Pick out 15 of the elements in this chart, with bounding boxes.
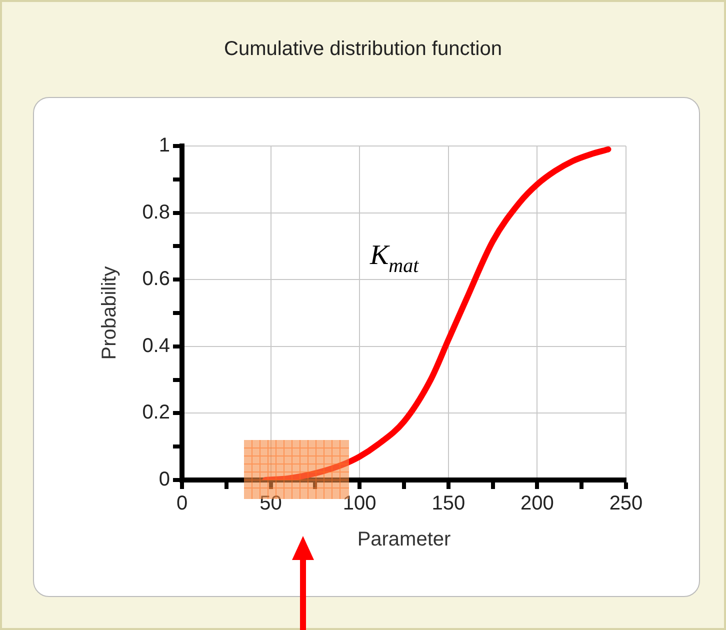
x-tick-label: 200	[520, 492, 554, 515]
y-tick-label: 0.4	[142, 334, 170, 357]
y-tick-label: 0.2	[142, 402, 170, 424]
y-axis-title: Probability	[98, 266, 121, 360]
x-axis-title: Parameter	[357, 528, 452, 551]
y-tick-label: 0	[158, 468, 170, 491]
y-tick-label: 0.8	[142, 201, 170, 224]
y-tick-label: 0.6	[142, 268, 170, 290]
x-tick-label: 100	[342, 492, 376, 515]
x-tick-label: 0	[176, 492, 188, 515]
x-tick-label: 50	[260, 492, 282, 515]
x-tick-label: 150	[432, 492, 466, 515]
chart-title: Cumulative distribution function	[223, 38, 503, 61]
y-tick-label: 1	[158, 134, 170, 157]
x-tick-label: 250	[609, 492, 643, 515]
